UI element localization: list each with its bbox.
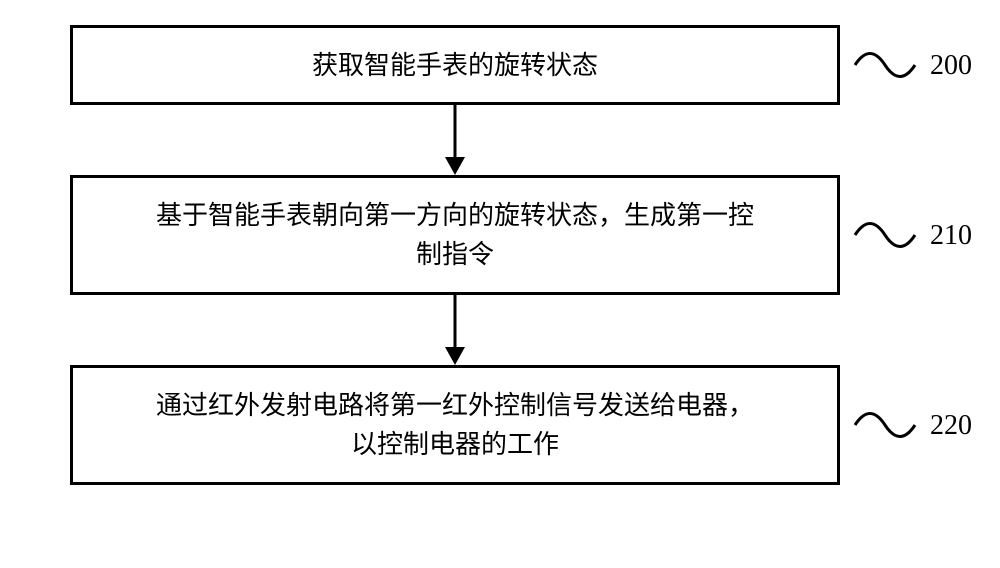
ref-220-label: 220	[930, 410, 972, 442]
flow-node-3-text: 通过红外发射电路将第一红外控制信号发送给电器，以控制电器的工作	[156, 386, 754, 464]
flow-arrow-2	[70, 295, 840, 365]
flow-node-1: 获取智能手表的旋转状态	[70, 25, 840, 105]
flow-arrow-1	[70, 105, 840, 175]
ref-210-label: 210	[930, 220, 972, 252]
flowchart-container: 获取智能手表的旋转状态 基于智能手表朝向第一方向的旋转状态，生成第一控制指令 通…	[70, 25, 840, 485]
flow-node-2: 基于智能手表朝向第一方向的旋转状态，生成第一控制指令	[70, 175, 840, 295]
flow-node-2-text: 基于智能手表朝向第一方向的旋转状态，生成第一控制指令	[156, 196, 754, 274]
ref-200-label: 200	[930, 50, 972, 82]
flow-node-1-text: 获取智能手表的旋转状态	[312, 46, 598, 85]
ref-210-curve	[850, 200, 920, 275]
flow-node-3: 通过红外发射电路将第一红外控制信号发送给电器，以控制电器的工作	[70, 365, 840, 485]
ref-220-curve	[850, 390, 920, 465]
ref-200-curve	[850, 30, 920, 105]
